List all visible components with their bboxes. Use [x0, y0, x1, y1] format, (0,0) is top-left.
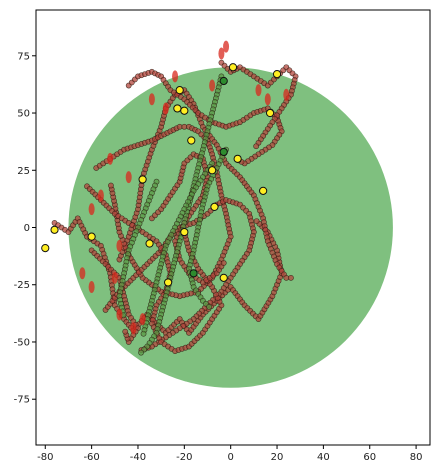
green-start-point — [219, 147, 228, 157]
red-ellipse-marker — [172, 70, 179, 83]
yellow-start-point — [164, 278, 173, 287]
green-trail-0-point — [138, 349, 144, 356]
x-tick-label: 0 — [227, 452, 233, 463]
y-tick-label: 0 — [24, 223, 30, 234]
x-tick-label: -80 — [37, 452, 53, 463]
yellow-start-point — [180, 106, 189, 115]
x-tick-label: 80 — [410, 452, 423, 463]
y-axis: 75 50 25 0 -25 -50 -75 — [14, 51, 36, 406]
yellow-start-point — [208, 166, 217, 175]
y-tick-label: -75 — [14, 395, 30, 406]
red-trail-7-point — [122, 328, 129, 335]
yellow-start-point — [228, 63, 238, 72]
red-trail-2-point — [108, 182, 114, 189]
red-ellipse-marker — [116, 239, 123, 252]
yellow-start-point — [175, 86, 184, 95]
red-ellipse-marker — [130, 322, 137, 335]
red-ellipse-marker — [107, 152, 114, 165]
y-tick-label: -50 — [14, 337, 30, 348]
red-ellipse-marker — [223, 40, 230, 53]
x-tick-label: 20 — [271, 452, 284, 463]
ellipse-layer — [79, 40, 290, 335]
red-ellipse-marker — [79, 267, 86, 280]
yellow-start-point — [145, 239, 154, 248]
yellow-start-point — [219, 273, 228, 282]
yellow-start-point — [173, 104, 182, 113]
x-tick-label: -40 — [130, 452, 146, 463]
red-trail-0-point — [253, 218, 260, 224]
plot-area — [41, 40, 393, 388]
green-trail-2-point — [206, 303, 212, 310]
yellow-start-point — [41, 244, 50, 253]
red-ellipse-marker — [162, 102, 169, 115]
yellow-start-point — [265, 108, 275, 118]
yellow-start-point — [259, 186, 268, 195]
y-tick-label: 25 — [17, 166, 30, 177]
red-ellipse-marker — [125, 171, 132, 184]
yellow-start-point — [50, 225, 59, 234]
y-tick-label: 75 — [17, 51, 30, 62]
x-tick-label: -20 — [176, 452, 192, 463]
red-ellipse-marker — [264, 93, 271, 106]
green-start-point — [219, 76, 228, 86]
red-trail-8-point — [220, 260, 227, 266]
yellow-start-point — [233, 154, 242, 163]
red-ellipse-marker — [88, 203, 95, 216]
red-trail-1-point — [288, 274, 294, 281]
red-ellipse-marker — [111, 271, 118, 284]
green-trail-1-point — [140, 330, 147, 337]
x-tick-label: -60 — [83, 452, 99, 463]
yellow-start-point — [210, 202, 219, 211]
y-tick-label: 50 — [17, 109, 30, 120]
yellow-start-point — [272, 70, 282, 79]
x-tick-label: 40 — [317, 452, 330, 463]
red-trail-6-point — [253, 143, 260, 150]
start-points-layer — [41, 63, 282, 287]
red-ellipse-marker — [148, 93, 155, 106]
red-ellipse-marker — [139, 313, 146, 326]
yellow-start-point — [187, 136, 196, 145]
y-tick-label: -25 — [14, 280, 30, 291]
red-ellipse-marker — [283, 88, 290, 101]
red-ellipse-marker — [218, 47, 225, 60]
red-ellipse-marker — [88, 281, 95, 294]
yellow-start-point — [87, 232, 96, 241]
yellow-start-point — [180, 227, 189, 237]
yellow-start-point — [138, 175, 147, 184]
green-start-point — [189, 269, 198, 278]
red-ellipse-marker — [255, 84, 262, 97]
red-ellipse-marker — [116, 308, 123, 321]
red-ellipse-marker — [209, 79, 216, 92]
x-axis: -80 -60 -40 -20 0 20 40 60 80 — [37, 445, 422, 463]
x-tick-label: 60 — [363, 452, 376, 463]
red-ellipse-marker — [97, 189, 104, 202]
